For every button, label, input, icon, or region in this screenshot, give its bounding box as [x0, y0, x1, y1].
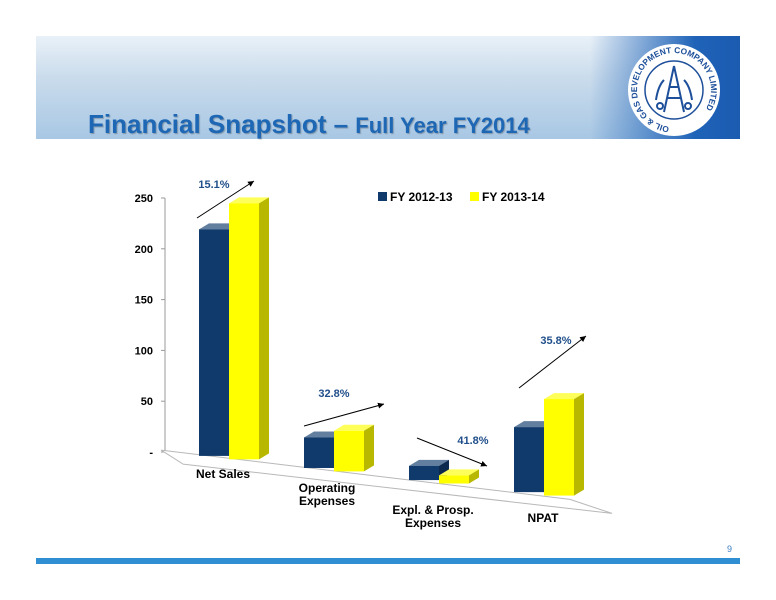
bar-top-face	[439, 469, 479, 476]
bar-fy2012-13	[199, 229, 229, 456]
bars	[199, 197, 584, 496]
growth-label: 41.8%	[457, 435, 488, 447]
growth-arrow	[303, 402, 385, 427]
labels: Net Sales Operating Expenses Expl. & Prosp.…	[196, 179, 587, 530]
bar-top-face	[229, 197, 269, 204]
legend-label: FY 2012-13	[390, 190, 453, 204]
bar-side-face	[364, 424, 374, 472]
growth-label: 15.1%	[198, 179, 229, 191]
legend-label: FY 2013-14	[482, 190, 545, 204]
category-label: Net Sales	[196, 467, 250, 481]
bar-fy2013-14	[229, 203, 259, 460]
y-tick-label: 200	[135, 244, 153, 256]
bar-side-face	[574, 393, 584, 496]
growth-arrow	[196, 180, 255, 219]
growth-arrow	[518, 335, 587, 389]
bar-fy2012-13	[304, 437, 334, 468]
category-label: Expl. & Prosp. Expenses	[392, 503, 473, 530]
bar-fy2013-14	[334, 430, 364, 472]
title-part-1: Financial Snapshot –	[88, 109, 356, 139]
bar-fy2013-14	[544, 399, 574, 496]
bar-top-face	[334, 424, 374, 431]
footer-bar	[36, 558, 740, 564]
legend-swatch	[470, 192, 479, 201]
bar-side-face	[469, 469, 479, 484]
derrick-icon	[655, 65, 693, 113]
bar-side-face	[259, 197, 269, 460]
page-title: Financial Snapshot – Full Year FY2014	[88, 104, 530, 141]
y-tick-label: 150	[135, 295, 153, 307]
growth-arrow	[416, 437, 488, 467]
title-part-2: Full Year FY2014	[355, 113, 530, 138]
y-tick-label: 50	[141, 396, 153, 408]
bar-fy2012-13	[514, 427, 544, 493]
page-number: 9	[727, 544, 733, 554]
growth-label: 32.8%	[318, 388, 349, 400]
axes: - 50 100 150 200 250	[135, 193, 613, 514]
bar-fy2013-14	[439, 475, 469, 484]
y-tick-label: 250	[135, 193, 153, 205]
category-label: Operating Expenses	[299, 481, 356, 508]
bar-fy2012-13	[409, 465, 439, 481]
bar-top-face	[409, 459, 449, 466]
chart-floor	[160, 449, 613, 514]
legend-swatch	[378, 192, 387, 201]
growth-label: 35.8%	[540, 335, 571, 347]
y-tick-label: -	[149, 447, 153, 459]
bar-top-face	[544, 393, 584, 400]
y-tick-label: 100	[135, 345, 153, 357]
company-logo: OIL & GAS DEVELOPMENT COMPANY LIMITED	[628, 44, 720, 136]
category-label: NPAT	[528, 511, 560, 525]
